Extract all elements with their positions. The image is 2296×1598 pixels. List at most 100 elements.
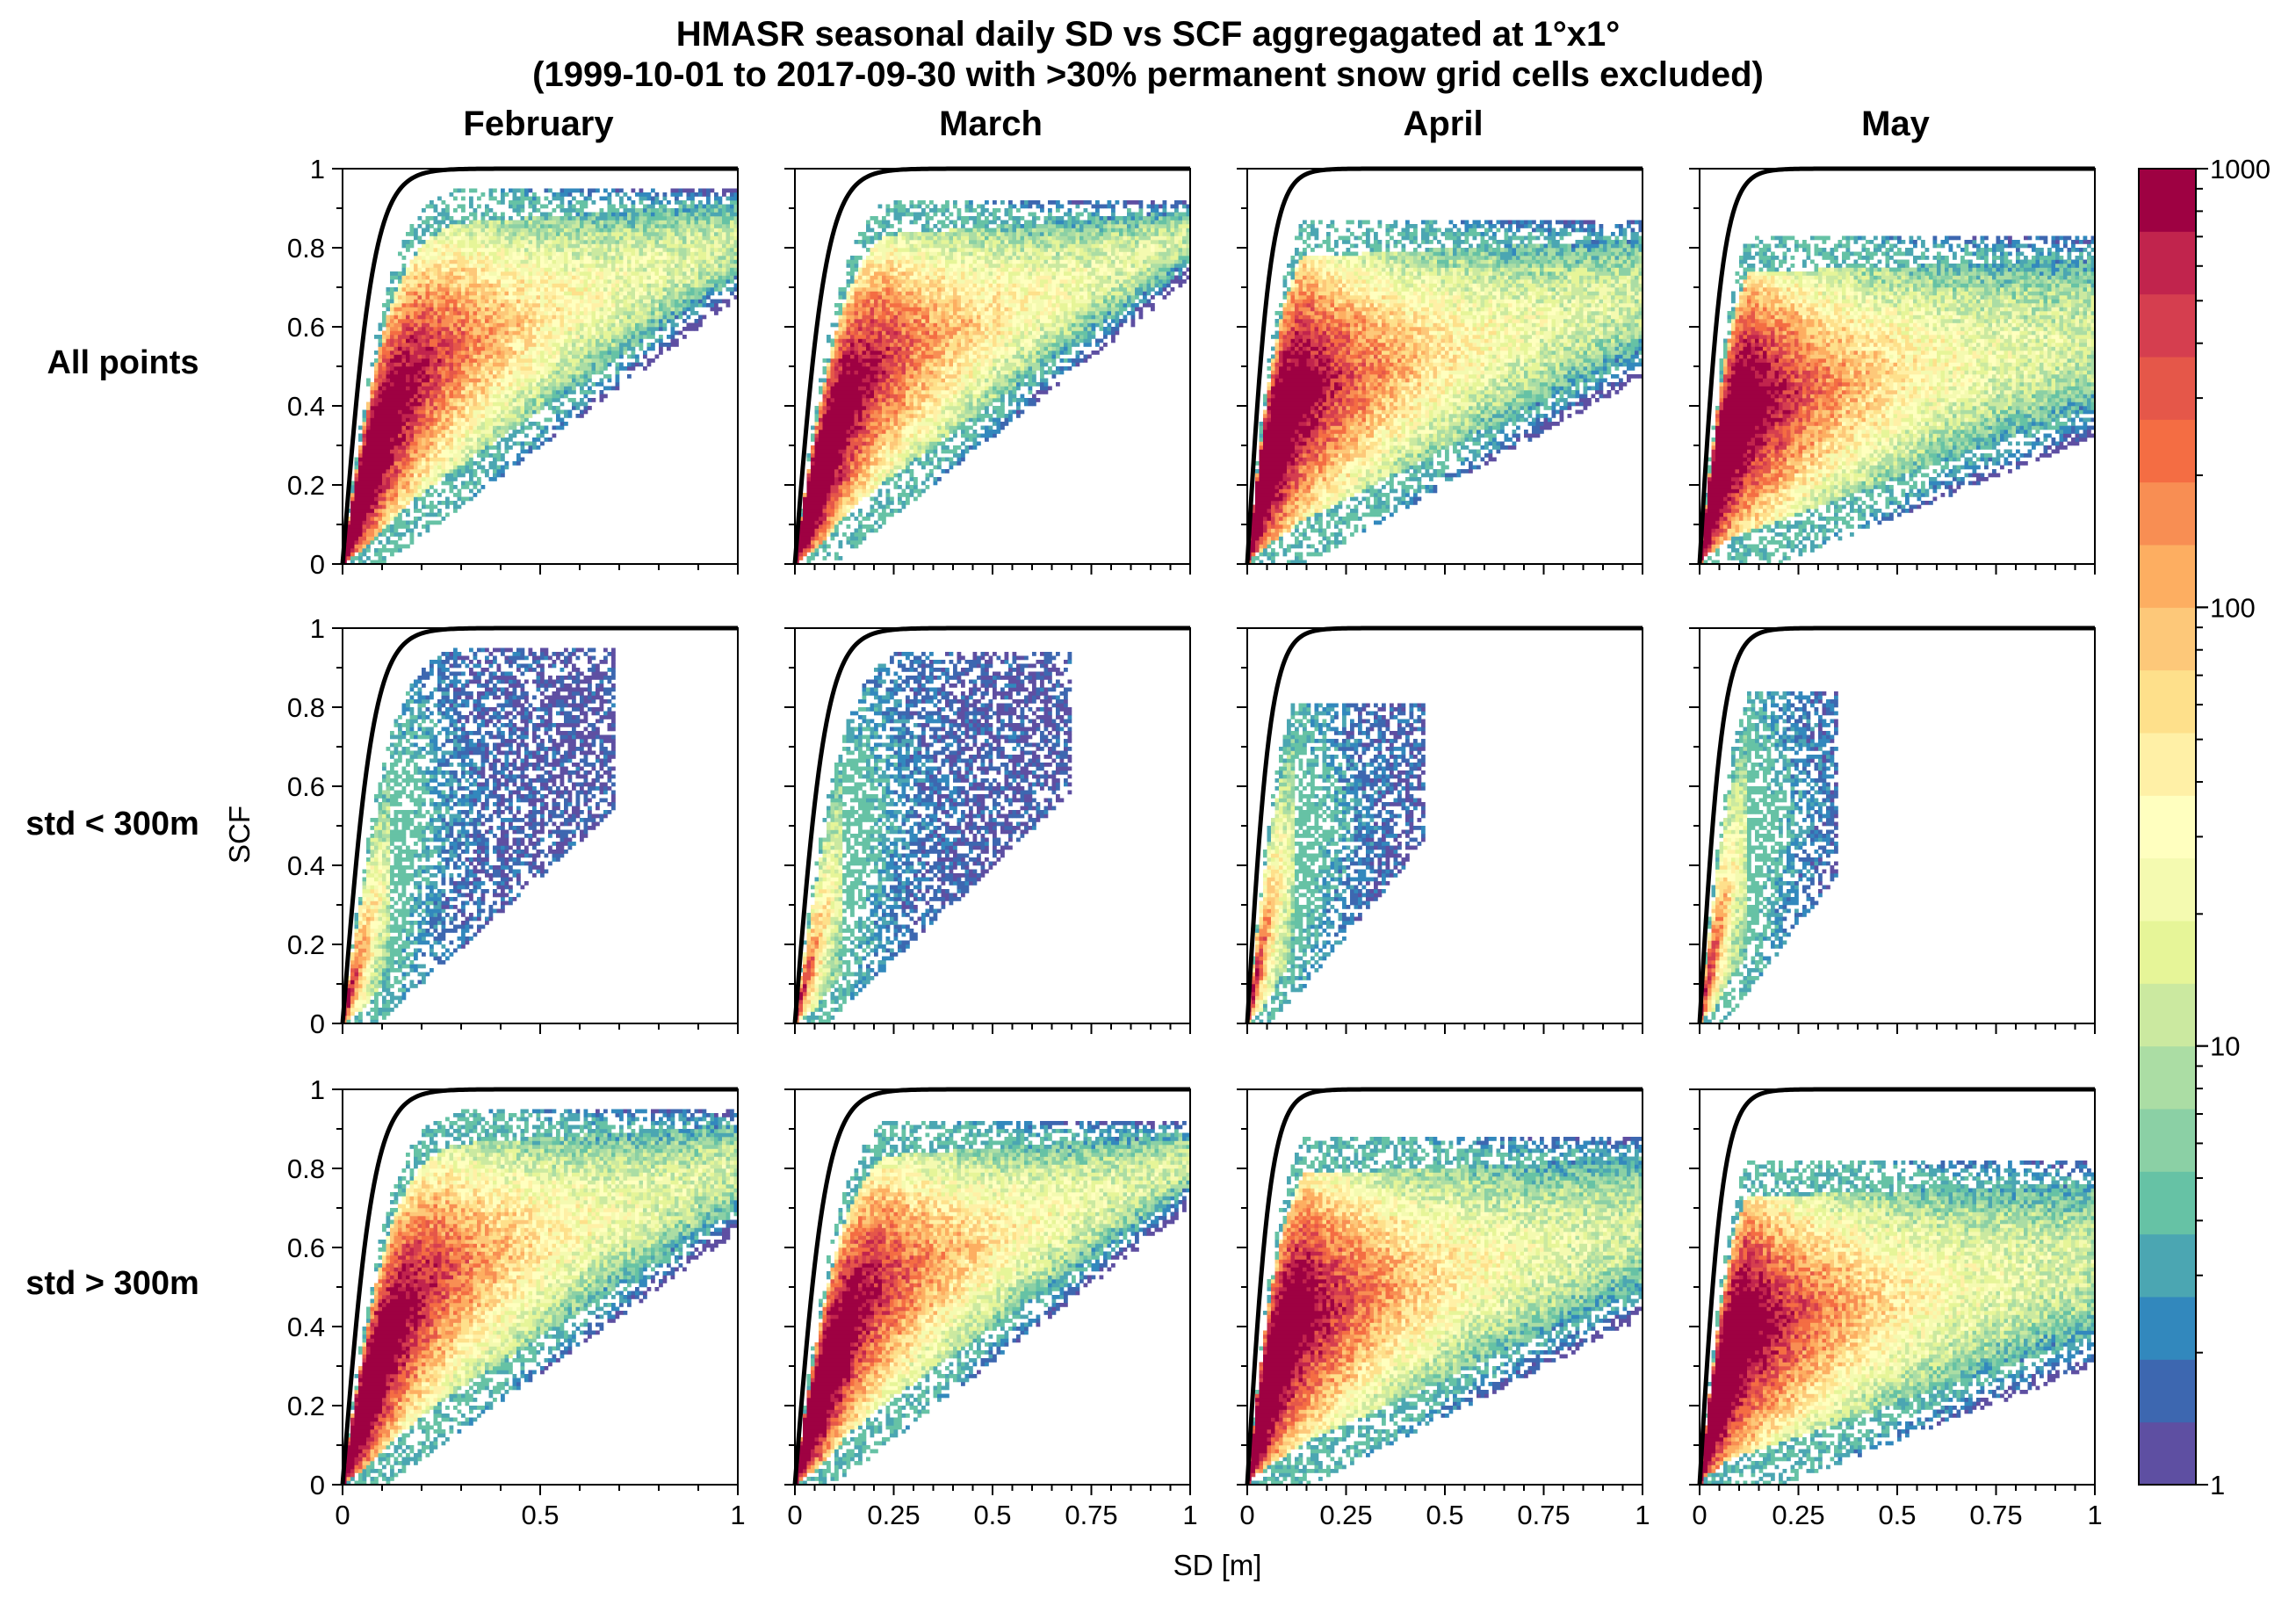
heatmap-cell — [485, 224, 489, 228]
heatmap-cell — [485, 271, 489, 276]
heatmap-cell — [410, 240, 415, 244]
heatmap-cell — [406, 379, 410, 383]
heatmap-cell — [501, 228, 505, 233]
heatmap-cell — [524, 390, 529, 394]
heatmap-cell — [430, 505, 434, 510]
heatmap-cell — [469, 232, 473, 236]
heatmap-cell — [477, 374, 481, 379]
heatmap-cell — [458, 205, 462, 209]
heatmap-cell — [379, 556, 383, 560]
heatmap-cell — [363, 524, 367, 529]
heatmap-cell — [466, 410, 470, 415]
heatmap-cell — [410, 323, 415, 328]
heatmap-cell — [521, 430, 525, 434]
heatmap-cell — [481, 307, 486, 312]
heatmap-cell — [458, 236, 462, 241]
heatmap-cell — [374, 402, 379, 407]
heatmap-cell — [501, 248, 505, 252]
heatmap-cell — [493, 477, 497, 481]
heatmap-cell — [386, 382, 391, 387]
heatmap-cell — [466, 228, 470, 233]
heatmap-cell — [489, 240, 494, 244]
heatmap-cell — [466, 497, 470, 502]
heatmap-cell — [445, 351, 450, 355]
heatmap-cell — [461, 458, 466, 462]
heatmap-cell — [473, 398, 478, 402]
heatmap-cell — [442, 469, 446, 474]
heatmap-cell — [489, 371, 494, 375]
heatmap-cell — [437, 501, 442, 505]
heatmap-cell — [461, 248, 466, 252]
heatmap-cell — [489, 355, 494, 359]
heatmap-cell — [513, 319, 517, 323]
heatmap-cell — [371, 493, 375, 497]
heatmap-cell — [406, 331, 410, 336]
heatmap-cell — [402, 256, 407, 260]
heatmap-cell — [434, 303, 438, 307]
heatmap-cell — [402, 244, 407, 249]
heatmap-cell — [524, 232, 529, 236]
heatmap-cell — [434, 366, 438, 371]
heatmap-cell — [386, 307, 391, 312]
heatmap-cell — [382, 331, 386, 336]
heatmap-cell — [406, 418, 410, 423]
heatmap-cell — [437, 461, 442, 466]
heatmap-cell — [422, 474, 426, 478]
heatmap-cell — [445, 335, 450, 339]
heatmap-cell — [371, 445, 375, 450]
heatmap-cell — [398, 548, 402, 553]
heatmap-cell — [485, 339, 489, 343]
heatmap-cell — [485, 406, 489, 410]
heatmap-cell — [497, 343, 502, 347]
heatmap-cell — [524, 295, 529, 300]
heatmap-cell — [477, 390, 481, 394]
heatmap-cell — [418, 406, 422, 410]
heatmap-cell — [489, 256, 494, 260]
heatmap-cell — [516, 189, 521, 193]
heatmap-cell — [402, 300, 407, 304]
heatmap-cell — [509, 387, 513, 391]
heatmap-cell — [501, 458, 505, 462]
heatmap-cell — [350, 521, 355, 525]
heatmap-cell — [350, 509, 355, 513]
heatmap-cell — [485, 358, 489, 363]
heatmap-cell — [437, 437, 442, 442]
heatmap-cell — [509, 284, 513, 288]
heatmap-cell — [398, 300, 402, 304]
heatmap-cell — [386, 458, 391, 462]
heatmap-cell — [453, 221, 458, 225]
heatmap-cell — [473, 221, 478, 225]
heatmap-cell — [477, 300, 481, 304]
heatmap-cell — [477, 307, 481, 312]
heatmap-cell — [505, 284, 509, 288]
heatmap-cell — [458, 252, 462, 257]
heatmap-cell — [398, 442, 402, 446]
heatmap-cell — [398, 466, 402, 470]
heatmap-cell — [374, 394, 379, 399]
heatmap-cell — [485, 240, 489, 244]
heatmap-cell — [410, 232, 415, 236]
heatmap-cell — [505, 414, 509, 418]
heatmap-cell — [458, 414, 462, 418]
heatmap-cell — [497, 268, 502, 272]
heatmap-cell — [394, 548, 399, 553]
heatmap-cell — [371, 497, 375, 502]
heatmap-cell — [445, 501, 450, 505]
heatmap-cell — [374, 426, 379, 430]
heatmap-cell — [473, 240, 478, 244]
heatmap-cell — [379, 422, 383, 426]
heatmap-cell — [394, 406, 399, 410]
heatmap-cell — [489, 264, 494, 268]
heatmap-cell — [434, 426, 438, 430]
heatmap-cell — [394, 430, 399, 434]
heatmap-cell — [458, 189, 462, 193]
heatmap-cell — [386, 517, 391, 521]
heatmap-cell — [493, 410, 497, 415]
heatmap-cell — [402, 323, 407, 328]
heatmap-cell — [489, 271, 494, 276]
heatmap-cell — [461, 430, 466, 434]
heatmap-cell — [501, 469, 505, 474]
heatmap-cell — [501, 240, 505, 244]
heatmap-cell — [516, 224, 521, 228]
heatmap-cell — [394, 276, 399, 280]
